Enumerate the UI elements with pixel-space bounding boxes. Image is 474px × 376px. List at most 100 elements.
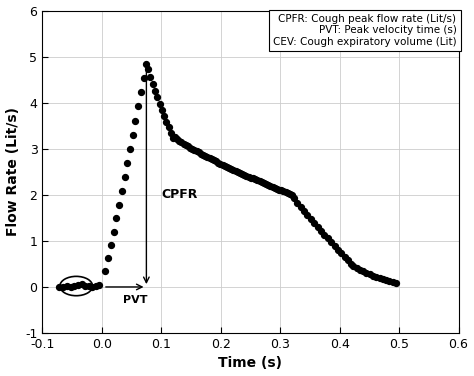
Point <box>112 215 120 221</box>
Point <box>204 154 211 160</box>
Point <box>359 268 367 274</box>
Point <box>178 139 185 145</box>
Point <box>223 164 231 170</box>
Point <box>344 257 352 263</box>
Point <box>195 150 202 156</box>
Point <box>165 124 173 130</box>
Point <box>197 151 205 157</box>
Point <box>59 284 67 290</box>
Point <box>191 147 198 153</box>
Point <box>353 265 360 271</box>
Point <box>126 146 134 152</box>
Point <box>64 284 71 290</box>
Point <box>146 74 154 80</box>
Point <box>85 284 92 290</box>
Point <box>135 103 142 109</box>
Point <box>300 208 308 214</box>
Point <box>215 159 222 165</box>
Text: PVT: PVT <box>123 295 147 305</box>
Point <box>356 267 364 273</box>
Point <box>386 278 393 284</box>
Point <box>247 174 255 180</box>
Point <box>189 146 196 152</box>
Point <box>149 81 156 87</box>
Point <box>221 163 228 169</box>
X-axis label: Time (s): Time (s) <box>219 356 283 370</box>
Point <box>184 143 191 149</box>
Point <box>123 160 131 166</box>
Point <box>260 180 268 186</box>
Point <box>217 161 224 167</box>
Point <box>280 188 287 194</box>
Point <box>282 189 289 195</box>
Point <box>251 176 259 182</box>
Point <box>167 130 174 136</box>
Point <box>55 284 63 290</box>
Point <box>379 276 387 282</box>
Point <box>331 243 338 249</box>
Point <box>249 176 257 182</box>
Point <box>337 250 345 256</box>
Point <box>104 255 112 261</box>
Point <box>369 273 377 279</box>
Point <box>348 261 356 267</box>
Point <box>89 284 96 290</box>
Point <box>230 167 237 173</box>
Point <box>269 184 276 190</box>
Point <box>310 220 318 226</box>
Point <box>392 280 400 286</box>
Point <box>115 202 123 208</box>
Point <box>225 165 233 171</box>
Point <box>163 119 170 125</box>
Point <box>264 182 272 188</box>
Point <box>255 178 263 184</box>
Point <box>262 181 270 187</box>
Point <box>228 166 235 172</box>
Point <box>156 101 164 107</box>
Point <box>284 190 292 196</box>
Point <box>293 200 301 206</box>
Text: CPFR: Cough peak flow rate (Lit/s)
PVT: Peak velocity time (s)
CEV: Cough expira: CPFR: Cough peak flow rate (Lit/s) PVT: … <box>273 14 456 47</box>
Point <box>288 192 296 198</box>
Point <box>140 75 147 81</box>
Point <box>129 132 137 138</box>
Point <box>234 169 242 175</box>
Point <box>320 232 328 238</box>
Point <box>107 242 115 248</box>
Point <box>363 270 370 276</box>
Text: CPFR: CPFR <box>161 188 198 201</box>
Point <box>137 89 145 95</box>
Point <box>376 275 383 281</box>
Point <box>304 212 311 218</box>
Point <box>366 271 374 277</box>
Point <box>236 170 244 176</box>
Point <box>349 263 357 269</box>
Point <box>71 283 78 289</box>
Point <box>208 156 216 162</box>
Point <box>210 158 218 164</box>
Point <box>286 191 294 197</box>
Point <box>389 279 397 285</box>
Point <box>334 247 342 253</box>
Point <box>243 173 250 179</box>
Point <box>173 136 181 142</box>
Point <box>158 107 165 113</box>
Point <box>186 144 194 150</box>
Point <box>328 239 335 245</box>
Point <box>373 274 380 280</box>
Point <box>245 174 253 180</box>
Point <box>219 162 227 168</box>
Point <box>110 229 118 235</box>
Point <box>180 141 187 147</box>
Point <box>145 67 152 73</box>
Point <box>232 168 239 174</box>
Point <box>271 185 279 191</box>
Point <box>171 134 179 140</box>
Point <box>277 187 285 193</box>
Point <box>275 186 283 193</box>
Point <box>160 113 168 119</box>
Point <box>307 216 315 222</box>
Point <box>212 158 220 164</box>
Point <box>182 142 190 148</box>
Point <box>143 61 150 67</box>
